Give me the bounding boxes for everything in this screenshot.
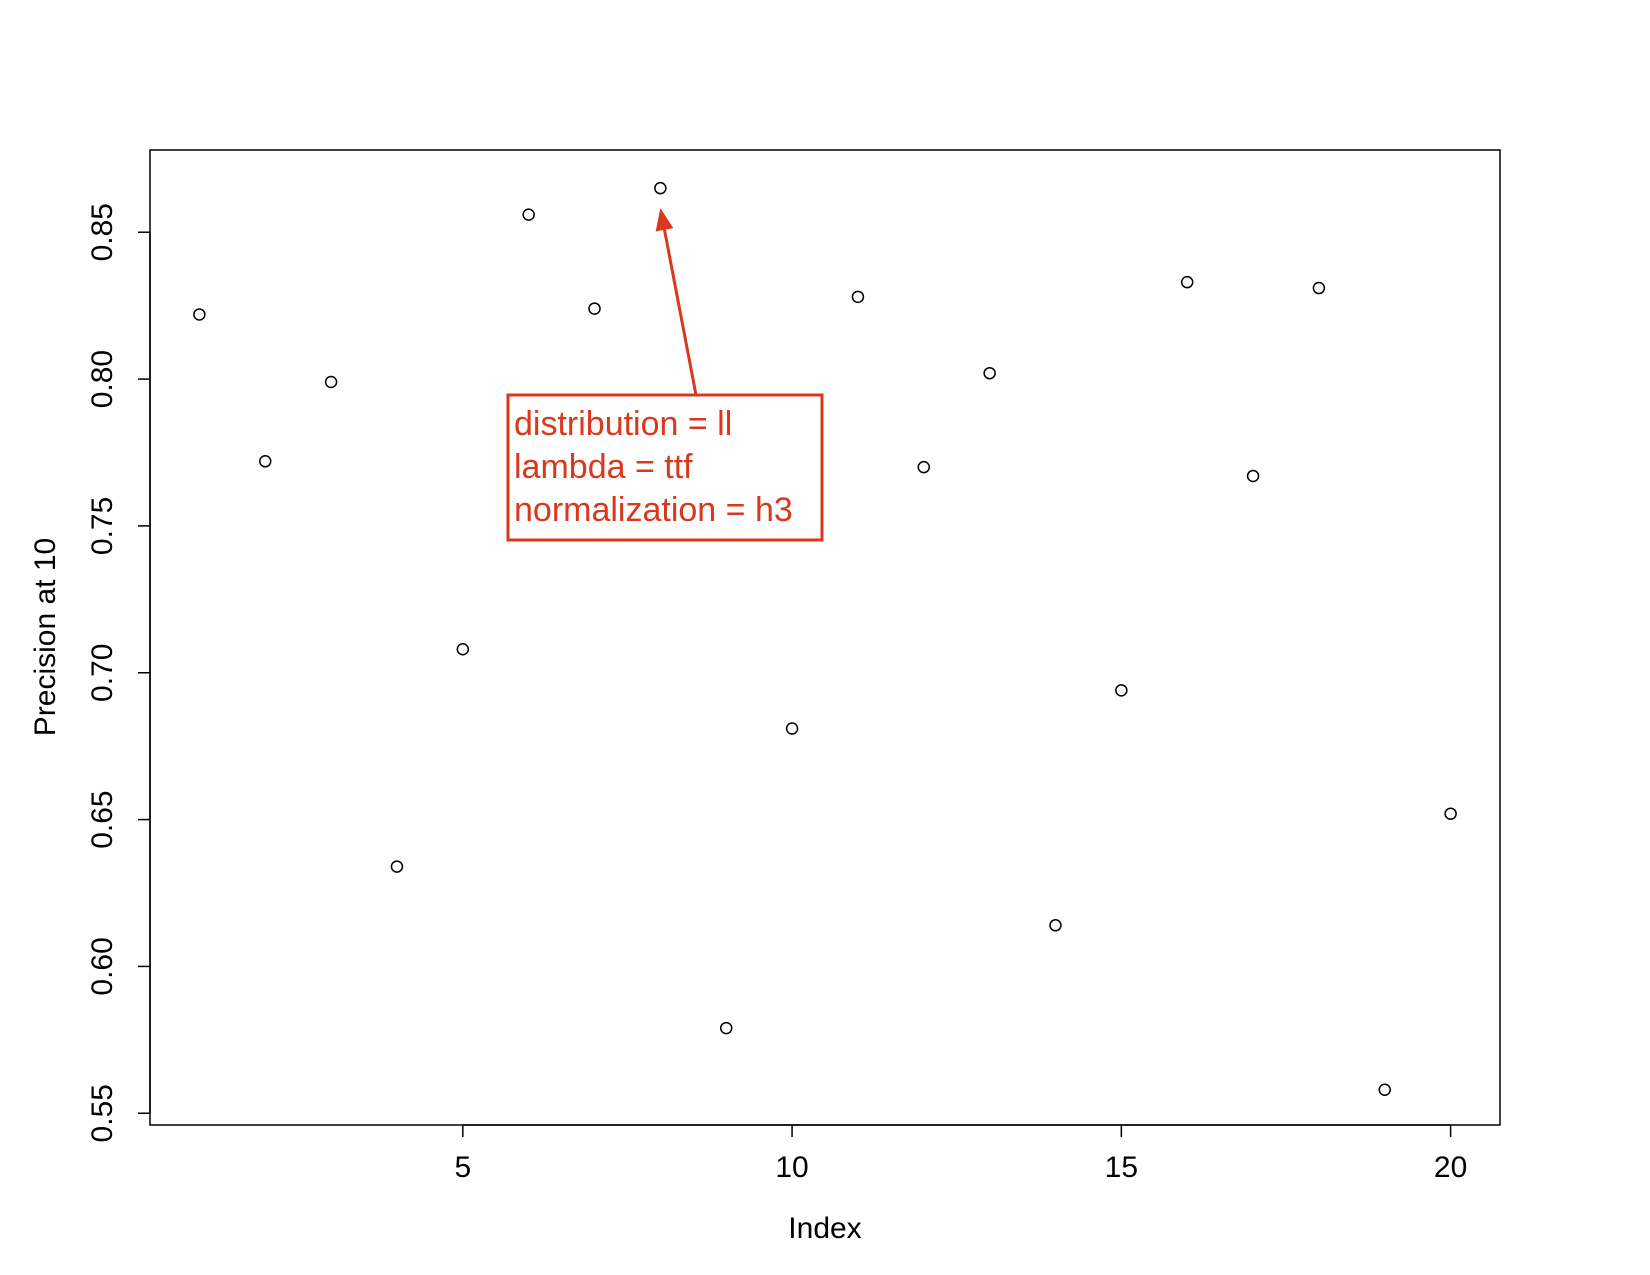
data-points xyxy=(193,181,1457,1097)
data-point xyxy=(1115,684,1128,697)
data-point xyxy=(193,308,206,321)
data-point xyxy=(324,375,338,389)
data-point xyxy=(719,1021,733,1035)
y-tick-label: 0.55 xyxy=(86,1084,119,1142)
y-axis-title: Precision at 10 xyxy=(29,538,62,736)
annotation: distribution = ll lambda = ttf normalizati… xyxy=(506,208,824,542)
annotation-line: normalization = h3 xyxy=(514,491,793,529)
annotation-box xyxy=(506,393,824,542)
data-point xyxy=(258,455,272,468)
x-axis-title: Index xyxy=(788,1212,861,1245)
y-axis: 0.55 0.60 0.65 0.70 0.75 0.80 0.85 xyxy=(86,203,151,1142)
data-point xyxy=(588,302,601,315)
data-point xyxy=(1049,919,1062,932)
y-tick-label: 0.75 xyxy=(86,497,119,555)
x-tick-label: 10 xyxy=(775,1151,808,1184)
x-tick-label: 20 xyxy=(1434,1151,1467,1184)
y-tick-label: 0.65 xyxy=(86,790,119,848)
data-point xyxy=(1378,1083,1392,1097)
x-tick-label: 15 xyxy=(1105,1151,1138,1184)
annotation-line: distribution = ll xyxy=(514,405,732,443)
annotation-arrowhead xyxy=(655,208,674,232)
data-point xyxy=(456,642,470,656)
y-tick-label: 0.80 xyxy=(86,350,119,408)
y-tick-label: 0.85 xyxy=(86,203,119,261)
data-point xyxy=(785,722,799,735)
x-tick-label: 5 xyxy=(454,1151,471,1184)
y-tick-label: 0.60 xyxy=(86,937,119,995)
data-point xyxy=(917,460,931,474)
data-point xyxy=(522,208,535,221)
data-point xyxy=(1444,807,1457,820)
data-point xyxy=(851,290,865,304)
data-point xyxy=(390,860,404,873)
plot-frame xyxy=(149,149,1501,1126)
data-point xyxy=(1312,281,1326,295)
annotation-arrow xyxy=(663,229,698,396)
data-point xyxy=(983,366,996,380)
data-point xyxy=(1246,469,1260,483)
x-axis: 5 10 15 20 xyxy=(454,1124,1467,1184)
annotation-line: lambda = ttf xyxy=(514,448,693,486)
data-point xyxy=(1180,275,1194,289)
data-point xyxy=(654,181,667,195)
y-tick-label: 0.70 xyxy=(86,644,119,702)
